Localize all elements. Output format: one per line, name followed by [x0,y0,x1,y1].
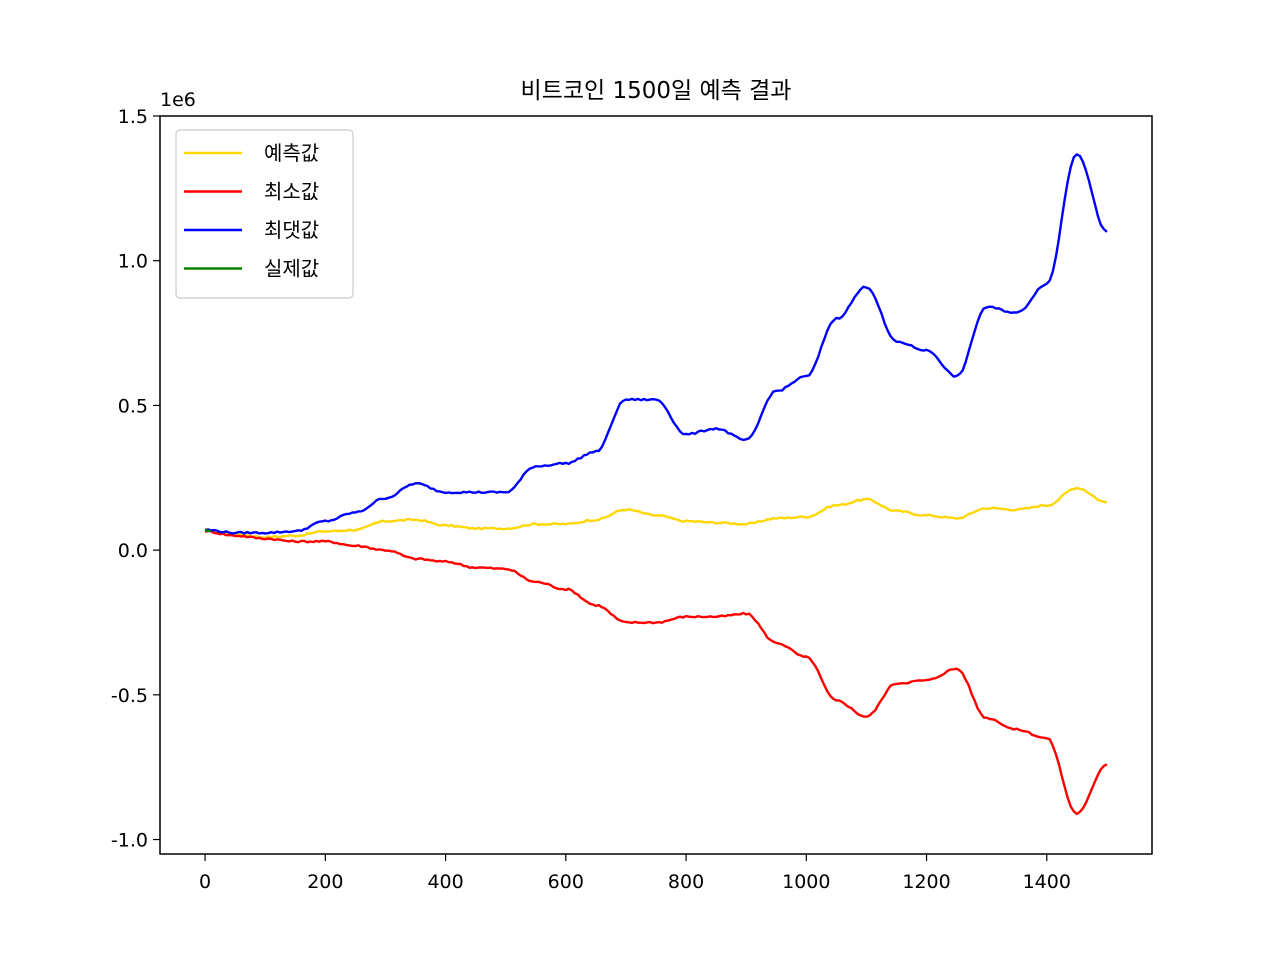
legend-label: 최댓값 [264,218,319,242]
y-tick-label: 1.0 [118,251,148,273]
y-tick-label: 0.0 [118,540,148,562]
plot-area [204,153,1108,816]
y-tick-label: -0.5 [111,685,148,707]
x-tick-label: 200 [307,871,343,893]
x-axis: 0 200 400 600 800 1000 1200 1400 [199,854,1071,893]
x-tick-label: 1000 [782,871,830,893]
series-line-2 [204,153,1108,535]
legend-label: 실제값 [264,257,319,281]
x-tick-label: 1200 [902,871,950,893]
y-tick-label: 1.5 [118,106,148,128]
legend-label: 최소값 [264,180,319,204]
y-tick-label: -1.0 [111,830,148,852]
legend-box [175,129,354,299]
chart-title: 비트코인 1500일 예측 결과 [521,78,792,104]
legend-label: 예측값 [264,141,319,165]
series-line-3 [204,529,212,533]
y-tick-label: 0.5 [118,395,148,417]
x-tick-label: 400 [427,871,463,893]
x-tick-label: 0 [199,871,211,893]
plot-frame [159,115,1153,855]
y-offset-label: 1e6 [160,89,196,111]
x-tick-label: 1400 [1023,871,1071,893]
x-tick-label: 800 [668,871,704,893]
series-line-1 [204,529,1108,816]
x-tick-label: 600 [548,871,584,893]
series-line-0 [205,486,1108,540]
y-axis: -1.0 -0.5 0.0 0.5 1.0 1.5 [111,106,160,852]
